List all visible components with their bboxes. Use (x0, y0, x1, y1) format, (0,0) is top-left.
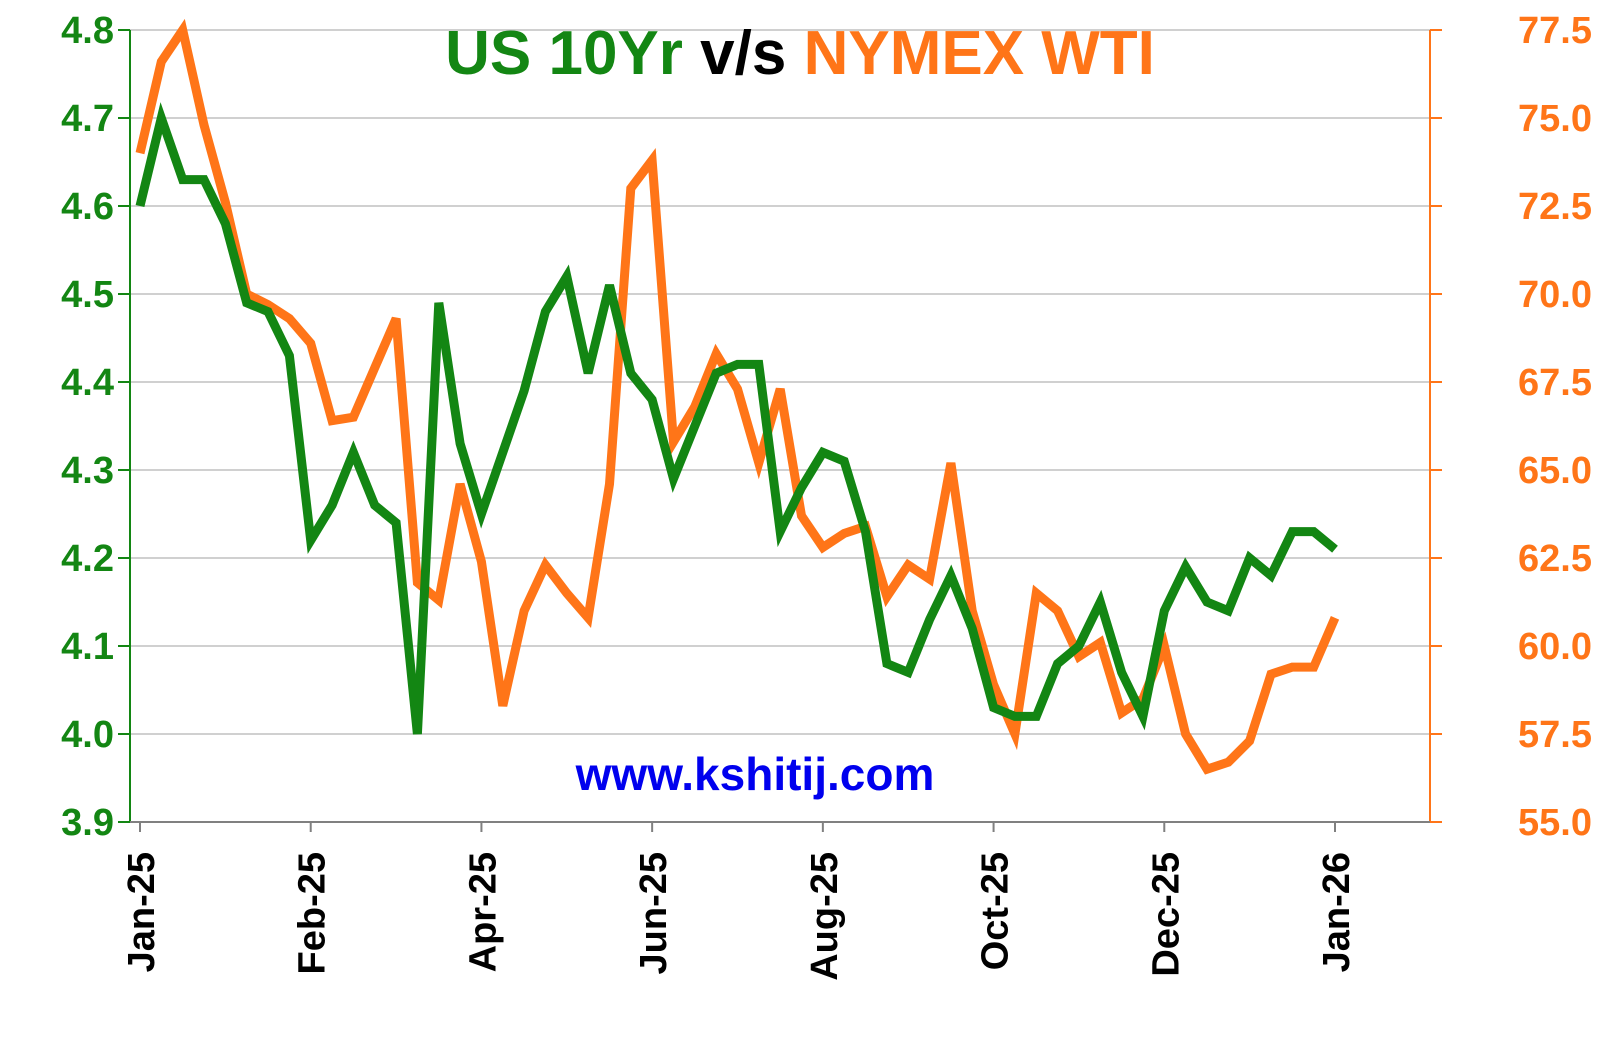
right-tick-label: 60.0 (1518, 626, 1592, 668)
x-axis-ticks: Jan-25 Feb-25 Apr-25 Jun-25 Aug-25 Oct-25 Dec-… (121, 822, 1358, 981)
left-tick-label: 4.3 (61, 450, 114, 492)
right-tick-label: 77.5 (1518, 10, 1592, 52)
x-tick-label: Aug-25 (804, 852, 846, 981)
x-tick-label: Apr-25 (462, 852, 504, 972)
left-tick-label: 3.9 (61, 802, 114, 844)
x-tick-label: Oct-25 (975, 852, 1017, 970)
x-tick-label: Jan-25 (121, 852, 163, 972)
series-line-us10yr (135, 102, 1338, 735)
right-tick-label: 57.5 (1518, 714, 1592, 756)
left-tick-label: 4.7 (61, 98, 114, 140)
right-tick-label: 55.0 (1518, 802, 1592, 844)
right-tick-label: 67.5 (1518, 362, 1592, 404)
right-axis-ticks: 55.0 57.5 60.0 62.5 65.0 67.5 70.0 72.5 75.0 77.5 (1430, 10, 1592, 844)
title-vs: v/s (683, 19, 804, 88)
x-tick-label: Feb-25 (292, 852, 334, 974)
chart-title: US 10Yr v/s NYMEX WTI (445, 19, 1155, 88)
title-us10yr: US 10Yr (445, 19, 683, 88)
right-tick-label: 72.5 (1518, 186, 1592, 228)
series (135, 18, 1340, 775)
left-tick-label: 4.8 (61, 10, 114, 52)
left-tick-label: 4.4 (61, 362, 114, 404)
x-tick-label: Jan-26 (1316, 852, 1358, 972)
watermark: www.kshitij.com (575, 748, 935, 800)
x-tick-label: Jun-25 (633, 852, 675, 974)
title-wti: NYMEX WTI (804, 19, 1155, 88)
left-axis-ticks: 3.9 4.0 4.1 4.2 4.3 4.4 4.5 4.6 4.7 4.8 (61, 10, 130, 844)
left-tick-label: 4.2 (61, 538, 114, 580)
watermark-bg (530, 738, 980, 810)
right-tick-label: 75.0 (1518, 98, 1592, 140)
axes (129, 30, 1431, 823)
left-tick-label: 4.1 (61, 626, 114, 668)
right-tick-label: 62.5 (1518, 538, 1592, 580)
x-tick-label: Dec-25 (1145, 852, 1187, 977)
left-tick-label: 4.0 (61, 714, 114, 756)
left-tick-label: 4.6 (61, 186, 114, 228)
left-tick-label: 4.5 (61, 274, 114, 316)
right-tick-label: 65.0 (1518, 450, 1592, 492)
right-tick-label: 70.0 (1518, 274, 1592, 316)
